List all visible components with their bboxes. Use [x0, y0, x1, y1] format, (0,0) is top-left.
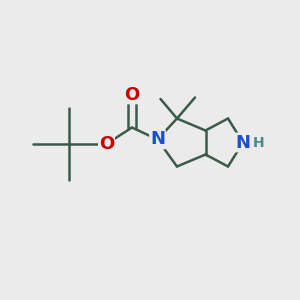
Text: H: H — [253, 136, 265, 150]
Text: O: O — [99, 135, 114, 153]
Text: N: N — [150, 130, 165, 148]
Text: N: N — [236, 134, 250, 152]
Text: O: O — [124, 85, 140, 103]
